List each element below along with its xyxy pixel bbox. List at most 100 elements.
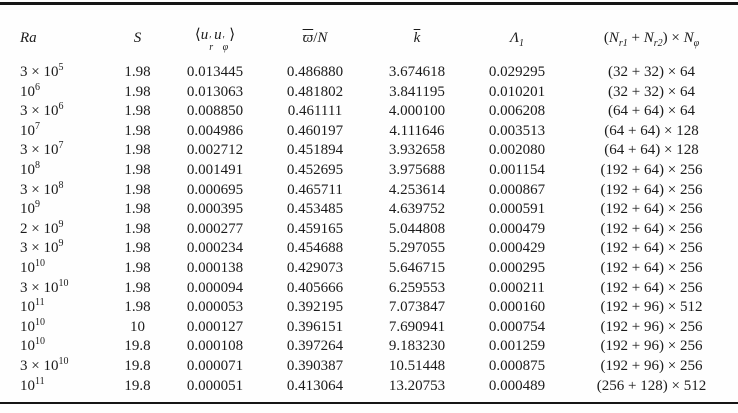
cell-lambda1: 0.000489 [488,377,546,394]
sub-r1: r1 [618,37,628,49]
header-s-label: S [133,29,142,46]
cell-ra: 3 × 106 [0,102,110,122]
cell-ra: 3 × 107 [0,141,110,161]
cell-reynolds-stress: 0.000395 [186,201,244,218]
cell-k-bar: 5.646715 [388,259,446,276]
cell-s: 19.8 [124,377,151,394]
table-row: 3 × 109 1.98 0.000234 0.454688 5.297055 0.000… [0,239,738,259]
ra-base: 3 × 10 [20,240,59,257]
cell-omega-over-n: 0.405666 [286,279,344,296]
cell-reynolds-stress: 0.013445 [186,64,244,80]
ra-base: 10 [20,83,35,100]
cell-resolution: (192 + 64) × 256 [600,201,703,218]
prime-sub-r: ′ r [209,35,213,52]
cell-resolution: (192 + 96) × 512 [600,299,703,316]
table-row: 3 × 105 1.98 0.013445 0.486880 3.674618 0.029… [0,63,738,83]
cell-ra: 1010 [0,257,110,279]
cell-lambda1: 0.003513 [488,122,546,139]
cell-s: 10 [130,318,145,335]
cell-omega-over-n: 0.460197 [286,122,344,139]
ra-exponent: 10 [35,257,45,269]
header-resolution: (Nr1 + Nr2) × Nφ [565,5,738,63]
header-k-bar: k [365,5,469,63]
n-symbol: N [683,29,694,46]
ra-exponent: 10 [58,277,69,289]
ra-base: 3 × 10 [20,142,59,159]
cell-reynolds-stress: 0.004986 [186,122,244,139]
results-table: Ra S ⟨u ′ r u ′ φ ⟩ ϖ/N k Λ1 (Nr1 + Nr2) × Nφ … [0,5,738,396]
cell-reynolds-stress: 0.000138 [186,259,244,276]
ra-base: 10 [20,338,35,355]
langle-symbol: ⟨ [194,26,201,43]
header-lambda1: Λ1 [469,5,565,63]
cell-reynolds-stress: 0.000071 [186,357,244,374]
n-symbol: N [643,29,654,46]
table-row: 1010 19.8 0.000108 0.397264 9.183230 0.001259… [0,337,738,357]
ra-base: 3 × 10 [20,279,59,296]
ra-exponent: 6 [58,101,64,113]
ra-base: 10 [20,259,35,276]
cell-reynolds-stress: 0.000277 [186,220,244,237]
ra-base: 10 [20,161,35,178]
ra-exponent: 11 [35,297,45,309]
cell-ra: 108 [0,159,110,181]
table-row: 1010 1.98 0.000138 0.429073 5.646715 0.000295… [0,257,738,279]
cell-lambda1: 0.000295 [488,259,546,276]
ra-base: 10 [20,299,35,316]
cell-k-bar: 5.044808 [388,220,446,237]
cell-resolution: (32 + 32) × 64 [608,64,695,80]
sub-1: 1 [519,37,525,49]
plus-symbol: + [627,29,644,46]
cell-s: 1.98 [124,103,151,120]
cell-ra: 1011 [0,298,110,318]
cell-lambda1: 0.001259 [488,338,546,355]
cell-lambda1: 0.010201 [488,83,546,100]
prime-sub-phi: ′ φ [222,34,229,52]
table-row: 1011 1.98 0.000053 0.392195 7.073847 0.000160… [0,298,738,318]
cell-s: 1.98 [124,181,151,198]
cell-resolution: (192 + 96) × 256 [600,338,703,355]
cell-s: 1.98 [124,64,151,80]
cell-reynolds-stress: 0.000695 [186,181,244,198]
cell-reynolds-stress: 0.000234 [186,240,244,257]
prime-symbol: ′ [222,34,225,46]
cell-omega-over-n: 0.396151 [286,318,344,335]
sub-phi: φ [693,37,700,49]
cell-ra: 1010 [0,337,110,357]
cell-lambda1: 0.000429 [488,240,546,257]
ra-exponent: 10 [58,355,69,367]
cell-resolution: (256 + 128) × 512 [596,377,707,394]
cell-reynolds-stress: 0.001491 [186,161,244,178]
table-bottom-rule [0,402,738,404]
cell-ra: 3 × 108 [0,180,110,201]
n-symbol: N [608,29,619,46]
cell-resolution: (192 + 64) × 256 [600,279,703,296]
cell-ra: 1011 [0,375,110,397]
cell-lambda1: 0.000211 [489,279,545,296]
ra-exponent: 11 [35,375,45,387]
close-paren-times: ) × [662,29,684,46]
ra-exponent: 8 [35,159,40,171]
ra-base: 10 [20,201,35,218]
ra-exponent: 10 [35,336,45,348]
cell-reynolds-stress: 0.008850 [186,103,244,120]
cell-omega-over-n: 0.465711 [287,181,343,198]
cell-reynolds-stress: 0.000094 [186,279,244,296]
ra-base: 2 × 10 [20,220,59,237]
cell-reynolds-stress: 0.002712 [186,142,244,159]
header-reynolds-stress: ⟨u ′ r u ′ φ ⟩ [165,5,265,63]
table-row: 1010 10 0.000127 0.396151 7.690941 0.000754 (1… [0,317,738,338]
ra-exponent: 5 [58,62,64,73]
cell-omega-over-n: 0.452695 [286,161,344,178]
cell-k-bar: 4.253614 [388,181,446,198]
cell-omega-over-n: 0.481802 [286,83,344,100]
cell-reynolds-stress: 0.000108 [186,338,244,355]
cell-resolution: (64 + 64) × 128 [604,122,699,139]
cell-s: 1.98 [124,259,151,276]
cell-lambda1: 0.002080 [488,142,546,159]
cell-s: 1.98 [124,279,151,296]
cell-ra: 2 × 109 [0,219,110,240]
n-symbol: N [317,29,328,46]
cell-s: 1.98 [124,83,151,100]
table-row: 106 1.98 0.013063 0.481802 3.841195 0.010201 (… [0,82,738,103]
